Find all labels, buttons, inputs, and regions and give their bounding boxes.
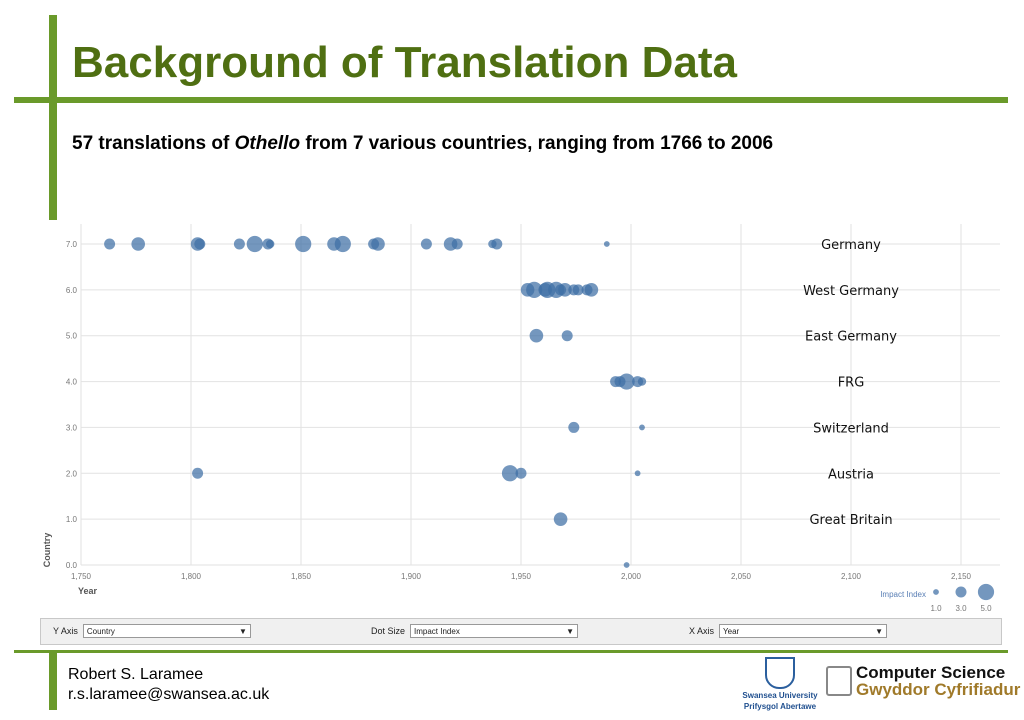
- size-legend-dot: [977, 583, 995, 601]
- y-axis-select[interactable]: Country ▼: [82, 624, 251, 638]
- chevron-down-icon: ▼: [875, 627, 884, 636]
- data-point: [104, 238, 116, 250]
- data-point: [192, 467, 204, 479]
- x-tick-label: 2,050: [731, 572, 752, 581]
- series-label: Great Britain: [809, 513, 892, 528]
- data-point: [584, 283, 599, 297]
- y-tick-label: 7.0: [66, 240, 78, 249]
- data-point: [371, 237, 385, 251]
- x-tick-label: 1,850: [291, 572, 312, 581]
- scatter-chart: 1,750 1,800 1,850 1,900 1,950 2,000 2,050 2,100…: [42, 224, 1000, 613]
- data-point: [572, 284, 584, 296]
- series-label: Switzerland: [813, 421, 889, 436]
- data-point: [194, 238, 206, 250]
- y-tick-label: 2.0: [66, 469, 78, 478]
- data-point: [295, 235, 312, 253]
- department-emblem-icon: [826, 666, 852, 696]
- size-legend-value: 3.0: [955, 604, 967, 613]
- y-tick-label: 3.0: [66, 423, 78, 432]
- chevron-down-icon: ▼: [566, 627, 575, 636]
- x-axis-title: Year: [78, 586, 98, 596]
- data-point: [515, 467, 527, 479]
- data-point: [603, 241, 610, 247]
- data-point: [420, 238, 432, 250]
- author-name: Robert S. Laramee: [68, 666, 204, 683]
- y-tick-label: 5.0: [66, 332, 78, 341]
- accent-line-bottom: [14, 650, 1008, 653]
- dot-size-select-value: Impact Index: [414, 627, 460, 636]
- subtitle-text-2: from 7 various countries, ranging from 1…: [300, 133, 774, 154]
- data-point: [334, 235, 351, 253]
- x-tick-label: 2,000: [621, 572, 642, 581]
- university-name: Swansea University: [742, 691, 818, 700]
- accent-line-top: [14, 97, 1008, 103]
- data-point: [491, 238, 503, 250]
- data-point: [529, 328, 544, 343]
- accent-bar-bottom: [49, 650, 57, 710]
- data-point: [561, 330, 573, 342]
- data-point: [501, 465, 519, 482]
- university-crest-icon: [765, 657, 795, 689]
- size-legend-dot: [933, 589, 939, 595]
- data-point: [634, 470, 641, 477]
- data-point: [637, 377, 647, 386]
- series-label: Austria: [828, 467, 874, 482]
- department-name-welsh: Gwyddor Cyfrifiadur: [856, 680, 1021, 699]
- data-point: [639, 424, 645, 431]
- data-point: [526, 281, 543, 298]
- x-tick-label: 1,750: [71, 572, 92, 581]
- slide-subtitle: 57 translations of Othello from 7 variou…: [72, 133, 773, 155]
- y-axis-control: Y Axis Country ▼: [53, 624, 251, 638]
- subtitle-italic: Othello: [234, 133, 301, 154]
- dot-size-control-label: Dot Size: [371, 626, 406, 636]
- author-block: Robert S. Laramee r.s.laramee@swansea.ac…: [68, 665, 269, 705]
- slide-title: Background of Translation Data: [72, 38, 737, 87]
- data-point: [266, 239, 275, 249]
- dot-size-control: Dot Size Impact Index ▼: [371, 624, 579, 638]
- y-tick-label: 0.0: [66, 561, 78, 570]
- series-label: West Germany: [803, 284, 899, 299]
- chevron-down-icon: ▼: [238, 627, 247, 636]
- chart-controls: Y Axis Country ▼ Dot Size Impact Index ▼ X…: [40, 618, 1002, 645]
- data-point: [246, 235, 263, 253]
- dot-size-select[interactable]: Impact Index ▼: [410, 624, 579, 638]
- university-name-welsh: Prifysgol Abertawe: [743, 702, 817, 711]
- x-tick-label: 2,100: [841, 572, 862, 581]
- department-name: Computer Science: [856, 663, 1006, 682]
- x-tick-label: 1,900: [401, 572, 422, 581]
- data-point: [568, 421, 580, 433]
- data-point: [233, 238, 245, 250]
- data-point: [131, 237, 145, 251]
- size-legend-title: Impact Index: [880, 590, 926, 599]
- size-legend-dot: [955, 586, 967, 598]
- data-point: [558, 283, 572, 297]
- x-tick-label: 1,950: [511, 572, 532, 581]
- y-axis-select-value: Country: [86, 627, 115, 636]
- size-legend-value: 1.0: [930, 604, 942, 613]
- x-tick-label: 1,800: [181, 572, 202, 581]
- size-legend-value: 5.0: [980, 604, 992, 613]
- y-tick-label: 6.0: [66, 286, 78, 295]
- y-axis-control-label: Y Axis: [53, 626, 78, 636]
- data-point: [618, 373, 635, 390]
- computer-science-logo: Computer Science Gwyddor Cyfrifiadur: [826, 664, 1020, 698]
- x-axis-select[interactable]: Year ▼: [719, 624, 888, 638]
- accent-bar-top: [49, 15, 57, 220]
- data-point: [553, 512, 568, 526]
- y-axis-title: Country: [42, 533, 52, 568]
- swansea-university-logo: Swansea University Prifysgol Abertawe: [735, 657, 825, 711]
- series-label: FRG: [838, 376, 865, 391]
- x-axis-select-value: Year: [723, 627, 740, 636]
- author-email: r.s.laramee@swansea.ac.uk: [68, 686, 270, 703]
- x-axis-control: X Axis Year ▼: [689, 624, 888, 638]
- x-axis-control-label: X Axis: [689, 626, 715, 636]
- data-point: [451, 238, 463, 250]
- x-tick-label: 2,150: [951, 572, 972, 581]
- series-label: East Germany: [805, 330, 897, 345]
- data-point: [623, 562, 630, 568]
- y-tick-label: 4.0: [66, 378, 78, 387]
- y-tick-label: 1.0: [66, 515, 78, 524]
- subtitle-text-1: 57 translations of: [72, 133, 235, 154]
- series-label: Germany: [821, 238, 881, 253]
